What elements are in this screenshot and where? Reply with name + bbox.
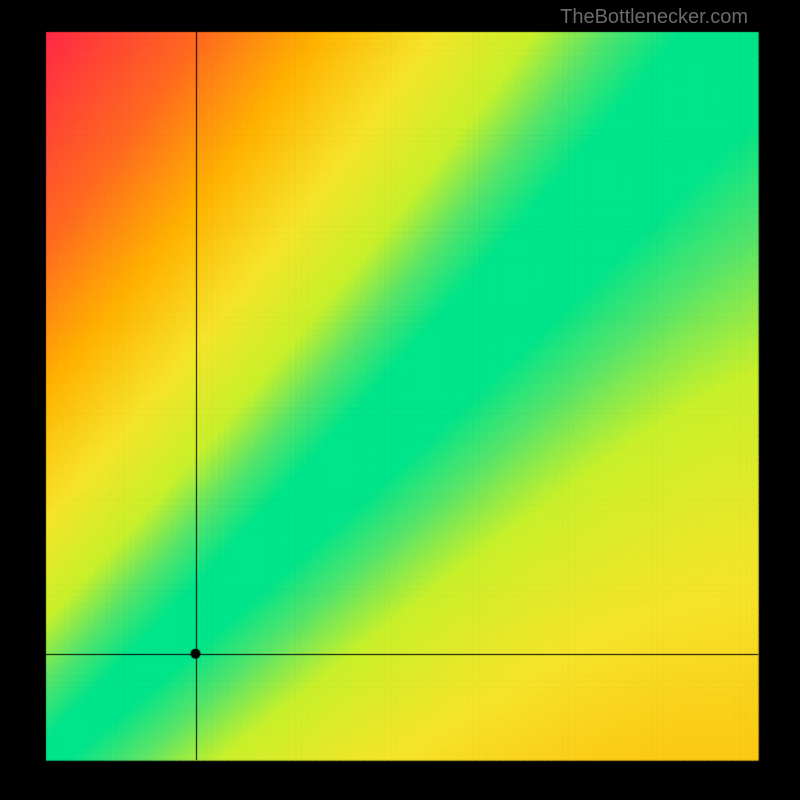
chart-container: TheBottlenecker.com	[0, 0, 800, 800]
bottleneck-heatmap	[0, 0, 800, 800]
watermark-text: TheBottlenecker.com	[560, 6, 748, 29]
